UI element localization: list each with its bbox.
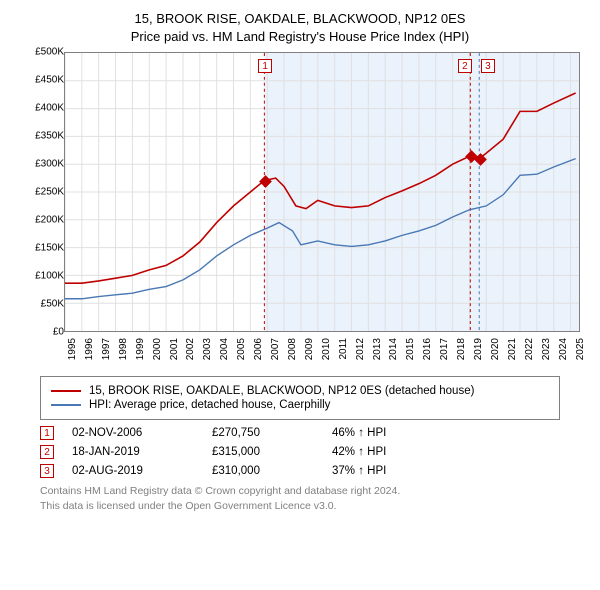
x-tick-label: 2000 <box>152 338 163 360</box>
x-tick-label: 2007 <box>270 338 281 360</box>
y-tick-label: £0 <box>53 327 64 338</box>
sale-date: 02-AUG-2019 <box>72 465 212 477</box>
x-tick-label: 2020 <box>490 338 501 360</box>
sale-row: 3 02-AUG-2019£310,00037% ↑ HPI <box>40 464 560 478</box>
sale-price: £270,750 <box>212 427 332 439</box>
y-tick-label: £400K <box>35 103 64 114</box>
y-tick-label: £500K <box>35 47 64 58</box>
legend-swatch <box>51 390 81 392</box>
y-axis-labels: £0£50K£100K£150K£200K£250K£300K£350K£400… <box>20 52 64 332</box>
y-tick-label: £300K <box>35 159 64 170</box>
sale-row: 1 02-NOV-2006£270,75046% ↑ HPI <box>40 426 560 440</box>
y-tick-label: £250K <box>35 187 64 198</box>
legend-row: 15, BROOK RISE, OAKDALE, BLACKWOOD, NP12… <box>51 385 549 397</box>
x-tick-label: 2017 <box>439 338 450 360</box>
x-tick-label: 2012 <box>355 338 366 360</box>
x-tick-label: 2004 <box>219 338 230 360</box>
legend-label: HPI: Average price, detached house, Caer… <box>89 399 330 411</box>
x-tick-label: 2018 <box>456 338 467 360</box>
legend-box: 15, BROOK RISE, OAKDALE, BLACKWOOD, NP12… <box>40 376 560 420</box>
sale-marker-box: 3 <box>481 59 495 73</box>
x-tick-label: 2013 <box>372 338 383 360</box>
x-tick-label: 2005 <box>236 338 247 360</box>
x-tick-label: 2010 <box>321 338 332 360</box>
copyright-notice: Contains HM Land Registry data © Crown c… <box>40 484 560 513</box>
x-tick-label: 1999 <box>135 338 146 360</box>
x-tick-label: 2008 <box>287 338 298 360</box>
y-tick-label: £450K <box>35 75 64 86</box>
y-tick-label: £150K <box>35 243 64 254</box>
x-tick-label: 2016 <box>422 338 433 360</box>
x-tick-label: 2025 <box>575 338 586 360</box>
sale-price: £310,000 <box>212 465 332 477</box>
sale-diff: 46% ↑ HPI <box>332 427 386 439</box>
x-tick-label: 2015 <box>405 338 416 360</box>
sale-price: £315,000 <box>212 446 332 458</box>
x-tick-label: 2002 <box>185 338 196 360</box>
chart-title-block: 15, BROOK RISE, OAKDALE, BLACKWOOD, NP12… <box>10 10 590 46</box>
x-tick-label: 2021 <box>507 338 518 360</box>
title-line1: 15, BROOK RISE, OAKDALE, BLACKWOOD, NP12… <box>10 10 590 28</box>
x-tick-label: 2006 <box>253 338 264 360</box>
x-tick-label: 2019 <box>473 338 484 360</box>
plot-svg <box>65 53 579 331</box>
copyright-line1: Contains HM Land Registry data © Crown c… <box>40 484 560 499</box>
x-tick-label: 1995 <box>67 338 78 360</box>
y-tick-label: £350K <box>35 131 64 142</box>
sale-date: 02-NOV-2006 <box>72 427 212 439</box>
x-tick-label: 2014 <box>388 338 399 360</box>
sale-marker-box: 1 <box>258 59 272 73</box>
x-tick-label: 2003 <box>202 338 213 360</box>
y-tick-label: £50K <box>41 299 64 310</box>
plot-area: 1 23 <box>64 52 580 332</box>
x-tick-label: 2024 <box>558 338 569 360</box>
sale-date: 18-JAN-2019 <box>72 446 212 458</box>
x-tick-label: 1998 <box>118 338 129 360</box>
sale-marker-box: 2 <box>458 59 472 73</box>
sale-num-box: 2 <box>40 445 54 459</box>
y-tick-label: £100K <box>35 271 64 282</box>
legend-label: 15, BROOK RISE, OAKDALE, BLACKWOOD, NP12… <box>89 385 474 397</box>
legend-row: HPI: Average price, detached house, Caer… <box>51 399 549 411</box>
legend-swatch <box>51 404 81 406</box>
x-tick-label: 2022 <box>524 338 535 360</box>
sale-diff: 42% ↑ HPI <box>332 446 386 458</box>
copyright-line2: This data is licensed under the Open Gov… <box>40 499 560 514</box>
x-axis-labels: 1995 1996 1997 1998 1999 2000 2001 2002 2003 2004… <box>64 334 580 372</box>
y-tick-label: £200K <box>35 215 64 226</box>
sale-diff: 37% ↑ HPI <box>332 465 386 477</box>
x-tick-label: 1997 <box>101 338 112 360</box>
sale-row: 2 18-JAN-2019£315,00042% ↑ HPI <box>40 445 560 459</box>
sales-list: 1 02-NOV-2006£270,75046% ↑ HPI 2 18-JAN-201… <box>40 426 560 478</box>
sale-num-box: 3 <box>40 464 54 478</box>
title-line2: Price paid vs. HM Land Registry's House … <box>10 28 590 46</box>
x-tick-label: 2011 <box>338 338 349 360</box>
sale-num-box: 1 <box>40 426 54 440</box>
x-tick-label: 2001 <box>169 338 180 360</box>
x-tick-label: 2023 <box>541 338 552 360</box>
x-tick-label: 1996 <box>84 338 95 360</box>
x-tick-label: 2009 <box>304 338 315 360</box>
chart-area: £0 £50K £100K £150K £200K £250K £300K £350K £400… <box>20 52 580 372</box>
